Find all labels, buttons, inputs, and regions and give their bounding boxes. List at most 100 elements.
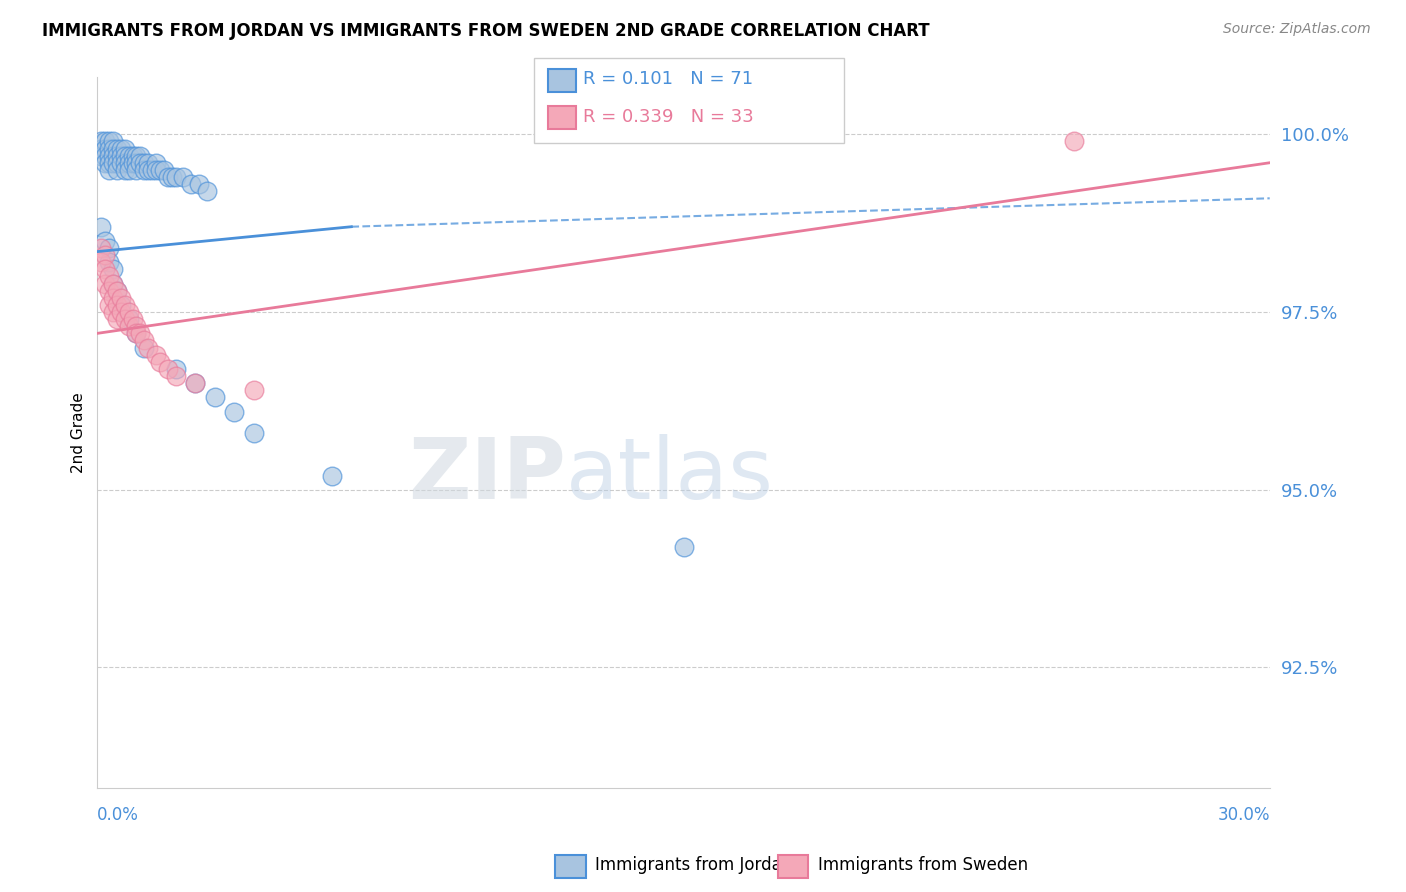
Point <box>94 135 117 149</box>
Point <box>110 148 132 162</box>
Point <box>94 262 117 277</box>
Point <box>184 376 207 390</box>
Point <box>134 334 156 348</box>
Point <box>98 155 121 169</box>
Point <box>110 142 132 156</box>
Point <box>94 248 117 262</box>
Point <box>90 241 112 255</box>
Point <box>172 169 194 184</box>
Point <box>105 284 128 298</box>
Point <box>94 142 117 156</box>
Point <box>98 298 121 312</box>
Point <box>98 135 121 149</box>
Point <box>114 148 136 162</box>
Point <box>90 142 112 156</box>
Point <box>125 326 148 341</box>
Point <box>105 298 128 312</box>
Point <box>105 148 128 162</box>
Point <box>136 162 159 177</box>
Point <box>94 234 117 248</box>
Point <box>165 169 187 184</box>
Text: ZIP: ZIP <box>409 434 567 517</box>
Point <box>90 135 112 149</box>
Point <box>101 142 124 156</box>
Point <box>156 169 179 184</box>
Point <box>129 155 152 169</box>
Point <box>195 184 218 198</box>
Point <box>105 155 128 169</box>
Point <box>125 162 148 177</box>
Point <box>145 155 167 169</box>
Point <box>105 312 128 326</box>
Point <box>98 255 121 269</box>
Point <box>145 162 167 177</box>
Point <box>242 383 264 397</box>
Point <box>114 142 136 156</box>
Point <box>134 155 156 169</box>
Point <box>149 162 172 177</box>
Point <box>114 162 136 177</box>
Point <box>94 155 117 169</box>
Text: R = 0.101   N = 71: R = 0.101 N = 71 <box>583 70 754 88</box>
Point <box>165 369 187 384</box>
Point <box>134 162 156 177</box>
Point <box>134 341 156 355</box>
Point <box>136 341 159 355</box>
Point <box>101 148 124 162</box>
Y-axis label: 2nd Grade: 2nd Grade <box>72 392 86 474</box>
Text: R = 0.339   N = 33: R = 0.339 N = 33 <box>583 108 754 126</box>
Point <box>1063 135 1085 149</box>
Point <box>156 362 179 376</box>
Point <box>90 255 112 269</box>
Point <box>101 305 124 319</box>
Point <box>165 362 187 376</box>
Point <box>101 277 124 291</box>
Point <box>105 142 128 156</box>
Point <box>117 162 139 177</box>
Point <box>121 312 143 326</box>
Point <box>129 326 152 341</box>
Point <box>136 155 159 169</box>
Point <box>98 162 121 177</box>
Point <box>321 468 343 483</box>
Point <box>114 312 136 326</box>
Point <box>149 355 172 369</box>
Point <box>117 148 139 162</box>
Point <box>114 155 136 169</box>
Point <box>94 148 117 162</box>
Text: Immigrants from Jordan: Immigrants from Jordan <box>595 856 792 874</box>
Point <box>110 291 132 305</box>
Text: IMMIGRANTS FROM JORDAN VS IMMIGRANTS FROM SWEDEN 2ND GRADE CORRELATION CHART: IMMIGRANTS FROM JORDAN VS IMMIGRANTS FRO… <box>42 22 929 40</box>
Text: Immigrants from Sweden: Immigrants from Sweden <box>818 856 1028 874</box>
Point <box>101 277 124 291</box>
Point <box>141 162 163 177</box>
Point <box>110 305 132 319</box>
Point <box>129 148 152 162</box>
Point <box>125 326 148 341</box>
Point <box>105 162 128 177</box>
Point <box>94 277 117 291</box>
Point <box>160 169 183 184</box>
Text: 30.0%: 30.0% <box>1218 806 1270 824</box>
Point <box>101 135 124 149</box>
Point <box>204 390 226 404</box>
Point <box>98 142 121 156</box>
Point <box>184 376 207 390</box>
Point <box>121 148 143 162</box>
Point <box>152 162 174 177</box>
Point <box>98 269 121 284</box>
Text: 0.0%: 0.0% <box>97 806 139 824</box>
Point <box>125 155 148 169</box>
Text: Source: ZipAtlas.com: Source: ZipAtlas.com <box>1223 22 1371 37</box>
Point <box>101 262 124 277</box>
Point <box>180 177 202 191</box>
Point <box>125 148 148 162</box>
Point <box>90 148 112 162</box>
Point <box>117 305 139 319</box>
Point <box>105 284 128 298</box>
Point <box>224 404 246 418</box>
Point <box>242 425 264 440</box>
Point <box>125 319 148 334</box>
Point <box>98 241 121 255</box>
Point <box>90 219 112 234</box>
